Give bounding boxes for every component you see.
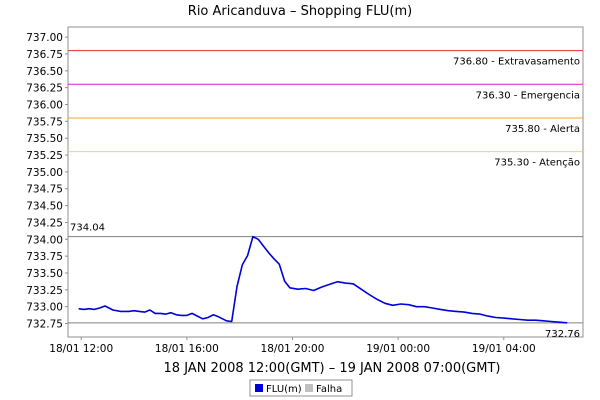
legend-label: Falha [316,384,342,395]
y-tick-label: 736.75 [26,49,63,61]
y-tick-label: 734.00 [26,234,63,246]
y-tick-label: 733.75 [26,251,63,263]
x-axis-label: 18 JAN 2008 12:00(GMT) – 19 JAN 2008 07:… [164,361,501,376]
x-axis: 18/01 12:00 18/01 16:00 18/01 20:00 19/01 0… [49,337,536,355]
threshold-label: 735.80 - Alerta [505,124,580,135]
y-tick-label: 732.75 [26,319,63,331]
legend-swatch [305,384,313,392]
threshold-label: 736.30 - Emergencia [476,90,580,101]
x-tick-label: 19/01 00:00 [366,343,430,355]
threshold-label: 736.80 - Extravasamento [453,57,580,68]
marker-lines: 734.04 732.76 [68,223,583,340]
x-tick-label: 18/01 20:00 [261,343,325,355]
threshold-label: 735.30 - Atenção [494,158,580,169]
series-line-flu [78,235,568,324]
threshold-lines: 736.80 - Extravasamento 736.30 - Emergenc… [68,50,583,169]
y-tick-label: 736.25 [26,83,63,95]
x-tick-label: 18/01 12:00 [49,343,113,355]
y-tick-label: 734.50 [26,201,63,213]
marker-label: 734.04 [70,223,105,234]
plot-area [67,26,584,338]
legend-box [249,379,353,397]
y-tick-label: 736.00 [26,100,63,112]
marker-label: 732.76 [545,329,580,340]
y-axis: 737.00 736.75 736.50 736.25 736.00 735.75 735.… [26,32,68,331]
y-tick-label: 735.75 [26,116,63,128]
y-tick-label: 734.75 [26,184,63,196]
y-tick-label: 736.50 [26,66,63,78]
x-tick-label: 18/01 16:00 [155,343,219,355]
y-tick-label: 734.25 [26,217,63,229]
legend: FLU(m) Falha [249,379,353,397]
legend-swatch [255,384,263,392]
y-tick-label: 735.50 [26,133,63,145]
chart-title: Rio Aricanduva – Shopping FLU(m) [188,4,412,19]
y-tick-label: 733.25 [26,285,63,297]
x-tick-label: 19/01 04:00 [472,343,536,355]
y-tick-label: 733.50 [26,268,63,280]
y-tick-label: 735.00 [26,167,63,179]
legend-label: FLU(m) [266,384,302,395]
y-tick-label: 737.00 [26,32,63,44]
y-tick-label: 733.00 [26,302,63,314]
series-group [78,235,568,324]
y-tick-label: 735.25 [26,150,63,162]
